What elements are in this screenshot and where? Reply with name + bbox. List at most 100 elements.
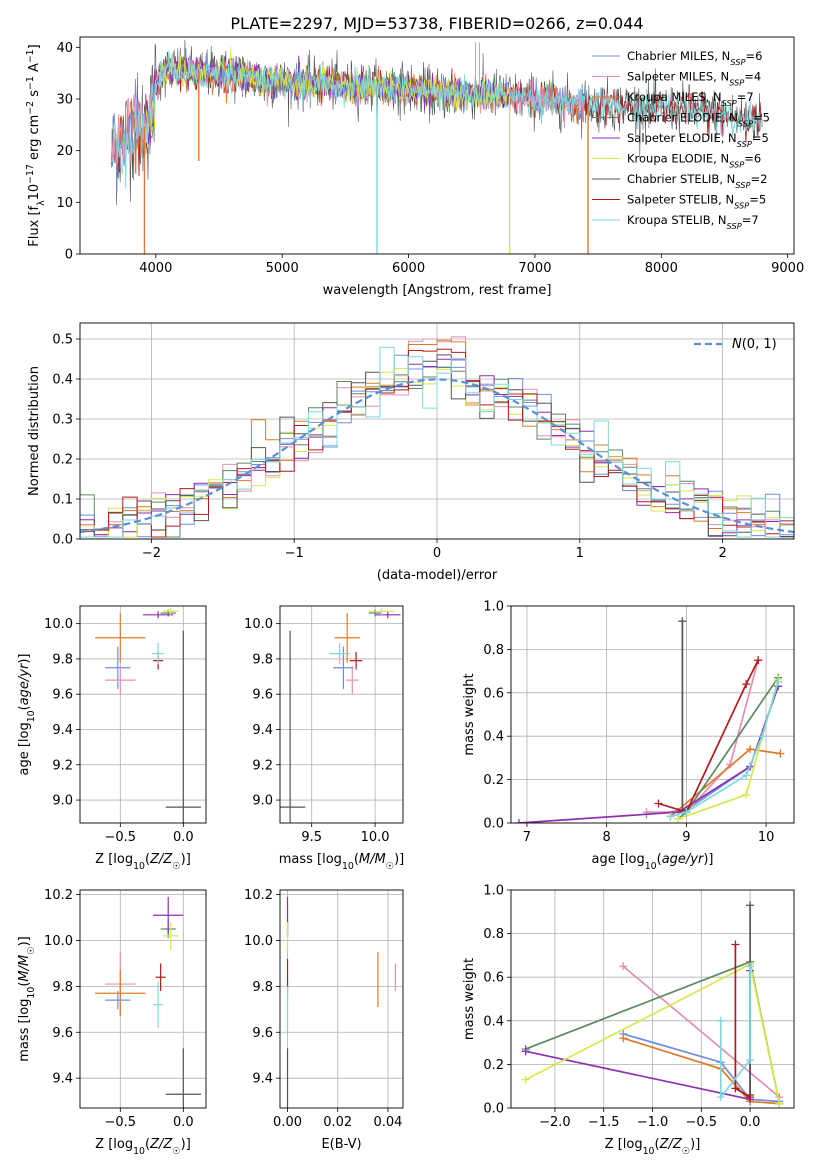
y-tick-label: 0.3 [52, 413, 73, 428]
plot-area [280, 607, 401, 823]
y-tick-label: 10.0 [244, 617, 273, 632]
y-tick-label: 0.6 [483, 971, 504, 986]
y-tick-label: 10.0 [244, 934, 273, 949]
age-vs-mass-panel: 9.5 10.0 9.0 9.2 9.4 9.6 9.8 10.0 mass [log10(M/… [244, 605, 404, 872]
weight-vs-z-panel: −2.0 −1.5 −1.0 −0.5 0.0 0.0 0.2 0.4 0.6 0.8 1.0 Z [… [462, 884, 795, 1157]
x-tick-label: 0.0 [173, 830, 194, 845]
y-tick-label: 9.8 [252, 980, 273, 995]
weight-marker [716, 1016, 725, 1025]
x-axis-label: E(B-V) [321, 1137, 361, 1152]
plot-area [95, 607, 201, 823]
x-tick-label: 9000 [771, 261, 804, 276]
y-tick-label: 0.4 [52, 373, 73, 388]
weight-marker [521, 1047, 530, 1056]
histogram-step [80, 358, 794, 537]
y-tick-label: 1.0 [483, 600, 504, 615]
x-tick-label: 9.5 [301, 830, 322, 845]
y-axis-label: age [log10(age/yr)] [17, 653, 37, 775]
x-tick-label: −1 [285, 546, 304, 561]
weight-marker [754, 656, 763, 665]
x-tick-label: −0.5 [686, 1115, 718, 1130]
weight-marker [746, 745, 755, 754]
weight-marker [521, 1075, 530, 1084]
y-tick-label: 9.8 [52, 980, 73, 995]
x-tick-label: 0.02 [323, 1115, 352, 1130]
axes-frame [279, 605, 404, 824]
y-tick-label: 9.6 [52, 688, 73, 703]
y-tick-label: 10.2 [244, 888, 273, 903]
age-vs-z-panel: −0.5 0.0 9.0 9.2 9.4 9.6 9.8 10.0 Z [log10(Z/Z☉)… [17, 605, 207, 872]
axes-frame [79, 605, 207, 824]
y-tick-label: 0.2 [52, 453, 73, 468]
weight-line [719, 966, 751, 1100]
weight-marker [742, 771, 751, 780]
weight-marker [774, 677, 783, 686]
y-tick-label: 0.0 [52, 533, 73, 548]
legend-label: Kroupa ELODIE, NSSP=6 [627, 152, 761, 170]
weight-marker [776, 749, 785, 758]
x-tick-label: 2 [718, 546, 726, 561]
x-tick-label: 7000 [518, 261, 551, 276]
y-tick-label: 9.4 [252, 1072, 273, 1087]
x-tick-label: 0 [433, 546, 441, 561]
weight-marker [654, 799, 663, 808]
legend-label: Salpeter ELODIE, NSSP=5 [627, 131, 769, 149]
x-tick-label: −0.5 [105, 830, 137, 845]
weight-marker [746, 901, 755, 910]
y-axis-label: mass weight [462, 958, 477, 1040]
y-tick-label: 9.8 [52, 652, 73, 667]
x-tick-label: 9 [682, 830, 690, 845]
y-axis-label: Flux [fλ10−17 erg cm−2 s−1 A−1] [25, 44, 47, 246]
x-tick-label: 0.04 [373, 1115, 402, 1130]
y-tick-label: 9.4 [52, 723, 73, 738]
y-tick-label: 9.4 [52, 1072, 73, 1087]
axes-frame [510, 605, 795, 824]
weight-marker [514, 819, 523, 823]
y-tick-label: 20 [56, 144, 73, 159]
legend-label: N(0, 1) [732, 337, 777, 352]
weight-line [622, 965, 780, 1098]
weight-marker [742, 680, 751, 689]
y-tick-label: 9.0 [252, 794, 273, 809]
plot-area [521, 901, 784, 1108]
x-tick-label: 0.0 [173, 1115, 194, 1130]
y-tick-label: 0.8 [483, 643, 504, 658]
histogram-step [80, 346, 794, 538]
histogram-step [80, 348, 794, 538]
y-tick-label: 9.6 [252, 688, 273, 703]
x-tick-label: 5000 [266, 261, 299, 276]
x-tick-label: 8 [603, 830, 611, 845]
y-tick-label: 10 [56, 196, 73, 211]
weight-marker [619, 1034, 628, 1043]
y-tick-label: 0.1 [52, 493, 73, 508]
legend-label: Salpeter MILES, NSSP=4 [627, 70, 761, 88]
x-tick-label: 6000 [392, 261, 425, 276]
mass-vs-z-panel: −0.5 0.0 9.4 9.6 9.8 10.0 10.2 Z [log10(Z/Z☉)] m… [17, 888, 207, 1157]
y-tick-label: 1.0 [483, 884, 504, 899]
x-tick-label: 1 [576, 546, 584, 561]
y-tick-label: 9.0 [52, 794, 73, 809]
plot-area [111, 39, 763, 254]
x-axis-label: Z [log10(Z/Z☉)] [605, 1137, 701, 1157]
y-tick-label: 9.6 [52, 1026, 73, 1041]
x-axis-label: age [log10(age/yr)] [591, 852, 713, 872]
spectrum-panel: 4000 5000 6000 7000 8000 9000 0 10 20 30 40 Chabrie… [25, 36, 804, 298]
y-tick-label: 9.4 [252, 723, 273, 738]
x-axis-label: Z [log10(Z/Z☉)] [95, 1137, 191, 1157]
spectrum-line [111, 50, 763, 189]
y-tick-label: 0.5 [52, 333, 73, 348]
axes-frame [79, 889, 207, 1109]
weight-marker [758, 732, 767, 741]
y-tick-label: 0.6 [483, 686, 504, 701]
mass-vs-ebv-panel: 0.00 0.02 0.04 9.4 9.6 9.8 10.0 10.2 E(B-V) [244, 888, 404, 1152]
y-tick-label: 9.2 [52, 758, 73, 773]
x-axis-label: Z [log10(Z/Z☉)] [95, 852, 191, 872]
legend-label: Kroupa STELIB, NSSP=7 [627, 213, 759, 231]
x-tick-label: −0.5 [105, 1115, 137, 1130]
y-tick-label: 10.0 [44, 617, 73, 632]
x-tick-label: 0.0 [740, 1115, 761, 1130]
weight-line [658, 659, 759, 814]
x-axis-label: (data-model)/error [377, 568, 498, 583]
gaussian-reference-curve [80, 378, 794, 534]
